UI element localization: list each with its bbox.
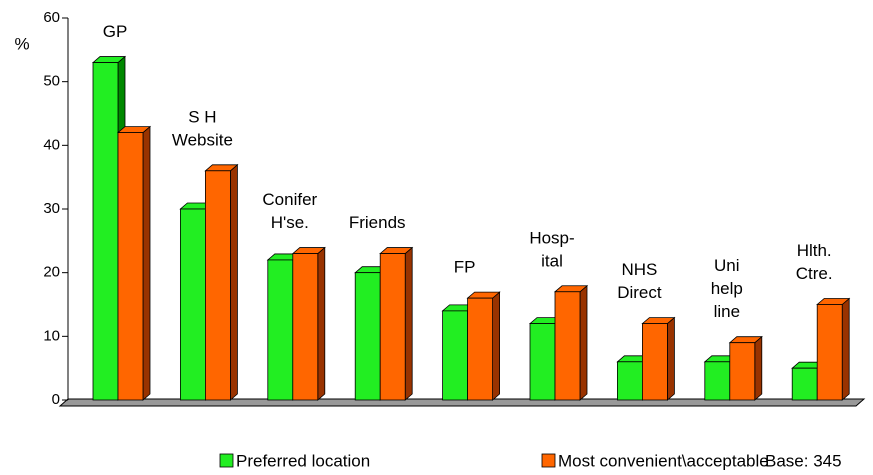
category-label: H'se. [271, 213, 309, 232]
bar [704, 361, 731, 401]
y-tick-label: 10 [43, 327, 60, 344]
bar [617, 361, 643, 401]
bar [292, 253, 319, 401]
category-label: Direct [617, 283, 662, 302]
y-tick-label: 20 [43, 264, 60, 281]
y-tick-label: 50 [43, 73, 60, 90]
bar-side [404, 246, 413, 401]
bar-side [492, 291, 501, 401]
bar [267, 259, 294, 401]
category-label: Uni [714, 256, 740, 275]
category-label: S H [188, 107, 216, 126]
bar-side [841, 297, 850, 401]
category-label: Friends [349, 213, 406, 232]
bar-side [667, 316, 675, 401]
note: Base: 345 [765, 451, 842, 470]
bar [816, 304, 843, 401]
bar-side [142, 125, 151, 401]
floor [58, 398, 866, 407]
category-label: GP [103, 22, 128, 41]
bar [554, 291, 581, 401]
bar [642, 323, 668, 401]
y-tick-label: 0 [52, 391, 60, 408]
legend-label: Most convenient\acceptable [558, 451, 769, 470]
category-label: line [714, 302, 740, 321]
bar-side [754, 335, 763, 401]
y-tick-label: 30 [43, 200, 60, 217]
bar [379, 253, 406, 401]
bar [92, 62, 119, 401]
category-label: help [711, 279, 743, 298]
category-label: NHS [621, 260, 657, 279]
legend-swatch [541, 453, 556, 468]
legend-label: Preferred location [236, 451, 370, 470]
category-label: Conifer [262, 190, 317, 209]
y-axis-label: % [14, 34, 29, 53]
y-tick-label: 60 [43, 9, 60, 26]
bar [442, 310, 469, 401]
bar-side [579, 284, 588, 401]
bar [204, 170, 231, 401]
bar [354, 272, 381, 401]
bar [179, 208, 206, 401]
y-tick-label: 40 [43, 136, 60, 153]
bar [791, 367, 818, 401]
category-label: Website [172, 130, 233, 149]
bar [729, 342, 756, 401]
category-label: ital [541, 251, 563, 270]
category-label: Hlth. [797, 241, 832, 260]
category-label: FP [454, 258, 476, 277]
legend-swatch [219, 453, 234, 468]
category-label: Hosp- [529, 228, 574, 247]
bar-side [229, 163, 238, 401]
bar [529, 323, 556, 401]
bar [117, 132, 144, 401]
category-label: Ctre. [796, 264, 833, 283]
bar [467, 297, 494, 401]
bar-side [317, 246, 326, 401]
